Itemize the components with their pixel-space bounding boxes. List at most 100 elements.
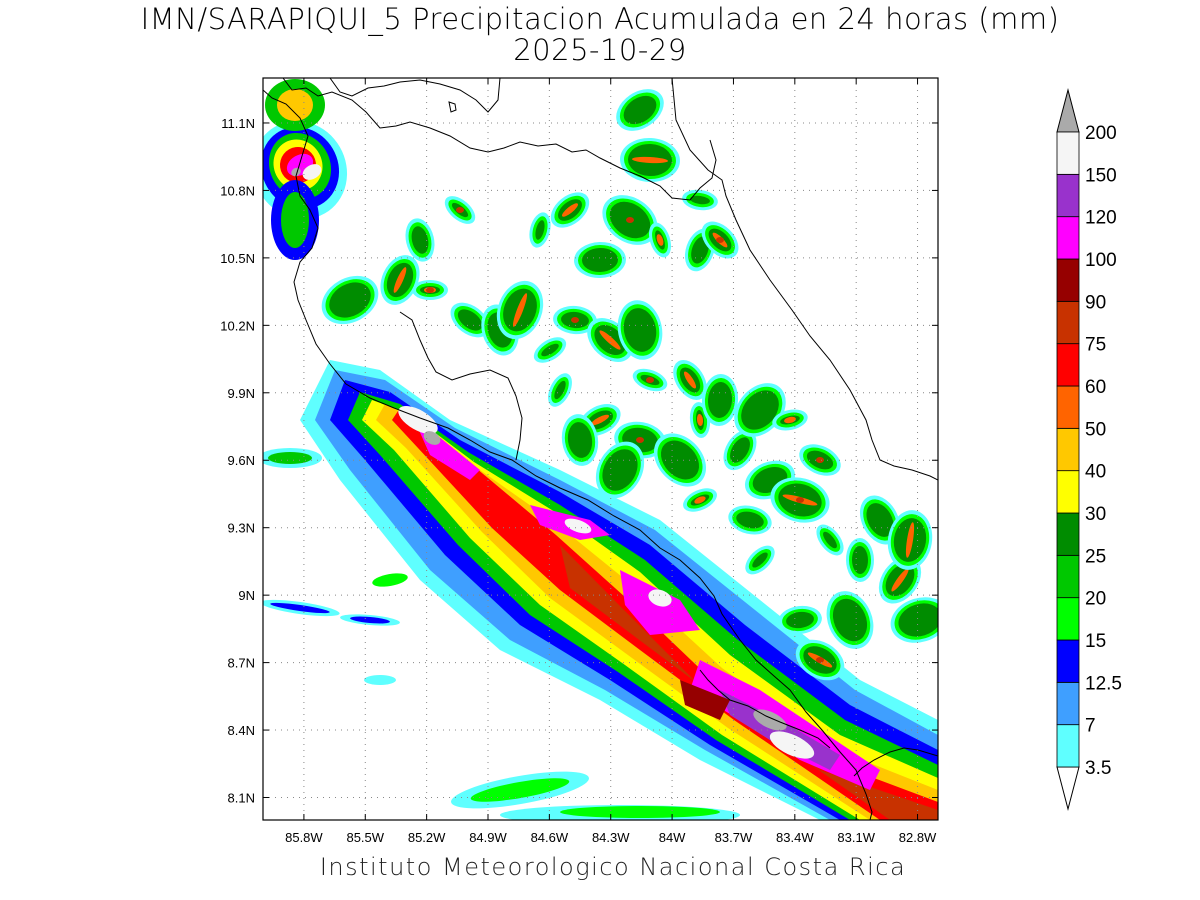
precip-cell (329, 282, 371, 318)
coastline-nicaragua-north (282, 78, 717, 201)
precip-streak (560, 806, 720, 818)
precip-cell (866, 503, 894, 537)
precip-cell (696, 414, 704, 426)
precip-cell (457, 309, 483, 331)
chart-date: 2025-10-29 (513, 33, 687, 67)
precip-cell (832, 598, 868, 642)
colorbar-label: 75 (1085, 335, 1106, 356)
colorbar-label: 20 (1085, 589, 1106, 610)
lat-tick-label: 9.9N (228, 386, 255, 401)
coastline-osa (699, 669, 831, 749)
precip-cell (626, 217, 634, 223)
precip-guanacaste (302, 164, 322, 180)
precip-cell (752, 552, 768, 568)
lon-tick-label: 85.2W (408, 830, 446, 845)
precip-core (753, 709, 787, 731)
lat-tick-label: 8.7N (228, 656, 255, 671)
precip-core (648, 589, 672, 607)
colorbar-label: 90 (1085, 292, 1106, 313)
colorbar-bin (1056, 639, 1080, 683)
precip-cell (691, 236, 709, 264)
precip-cell (646, 377, 654, 383)
colorbar-label: 25 (1085, 546, 1106, 567)
colorbar-label: 40 (1085, 462, 1106, 483)
lat-tick-label: 8.1N (228, 791, 255, 806)
colorbar-label: 12.5 (1085, 673, 1122, 694)
lat-tick-label: 8.4N (228, 723, 255, 738)
colorbar-bin (1056, 427, 1080, 472)
precip-cell (707, 382, 733, 418)
colorbar-label: 30 (1085, 504, 1106, 525)
precip-cell (636, 437, 644, 443)
precip-cell (554, 380, 566, 400)
precip-cell (456, 207, 464, 213)
precip-cell (623, 308, 657, 352)
lat-tick-label: 10.2N (220, 318, 255, 333)
colorbar-label: 7 (1085, 716, 1096, 737)
precip-cell (656, 234, 664, 246)
map-frame (262, 77, 939, 821)
lat-tick-label: 10.8N (220, 183, 255, 198)
colorbar-label: 15 (1085, 631, 1106, 652)
lon-tick-label: 84.9W (469, 830, 507, 845)
lon-tick-label: 85.5W (346, 830, 384, 845)
lat-tick-label: 10.5N (220, 251, 255, 266)
island-small (448, 101, 457, 113)
precip-cell (632, 156, 668, 164)
precip-streak (268, 452, 312, 464)
lon-tick-label: 83.1W (837, 830, 875, 845)
precip-cell (582, 247, 618, 273)
precip-cell (816, 657, 824, 663)
precip-cell (562, 203, 578, 217)
colorbar-min-arrow (1056, 766, 1080, 811)
precip-cell (694, 496, 706, 504)
chart-title: IMN/SARAPIQUI_5 Precipitacion Acumulada … (140, 2, 1060, 36)
coastline-caribbean (671, 78, 938, 481)
precip-cell (796, 497, 804, 503)
precip-cell (411, 226, 429, 254)
lat-tick-label: 9.3N (228, 521, 255, 536)
lat-tick-label: 9N (238, 588, 255, 603)
precip-cell (541, 343, 559, 357)
precip-cell (660, 440, 700, 480)
precip-cell (741, 390, 779, 430)
precip-cell (730, 437, 750, 463)
lon-tick-label: 85.8W (285, 830, 323, 845)
precip-cell (851, 546, 869, 574)
colorbar-bin (1056, 597, 1080, 641)
precip-cell (716, 237, 724, 243)
colorbar-bin (1056, 385, 1080, 429)
colorbar-bin (1056, 258, 1080, 302)
precip-cell (567, 422, 593, 458)
precip-cell (684, 371, 696, 389)
lon-tick-label: 82.8W (899, 830, 937, 845)
colorbar-bin (1056, 173, 1080, 218)
precip-cell (905, 522, 915, 558)
colorbar: 3.5 7 12.5 15 20 25 30 40 50 60 75 90 100 120 150 200 (1056, 88, 1122, 811)
colorbar-label: 50 (1085, 419, 1106, 440)
precip-streak (372, 573, 408, 587)
precip-cell (736, 511, 764, 529)
border-panama (853, 747, 938, 777)
colorbar-bin (1056, 724, 1080, 768)
precip-cell (512, 293, 528, 327)
colorbar-bin (1056, 216, 1080, 260)
colorbar-max-arrow (1056, 88, 1080, 133)
colorbar-label: 100 (1085, 250, 1117, 271)
colorbar-bin (1056, 681, 1080, 726)
precip-guanacaste (281, 192, 309, 248)
colorbar-label: 200 (1085, 123, 1117, 144)
lat-tick-label: 11.1N (221, 116, 255, 131)
precip-cell (784, 416, 796, 424)
lon-tick-label: 84.6W (531, 830, 569, 845)
lon-tick-label: 83.7W (715, 830, 753, 845)
colorbar-bin (1056, 512, 1080, 556)
precip-cell (590, 414, 610, 426)
precip-core (769, 731, 815, 759)
colorbar-bin (1056, 300, 1080, 345)
colorbar-label: 150 (1085, 165, 1117, 186)
colorbar-bin (1056, 554, 1080, 599)
coastline-lake-shore (329, 78, 501, 113)
precip-core (423, 431, 441, 445)
precip-cell (599, 330, 621, 350)
